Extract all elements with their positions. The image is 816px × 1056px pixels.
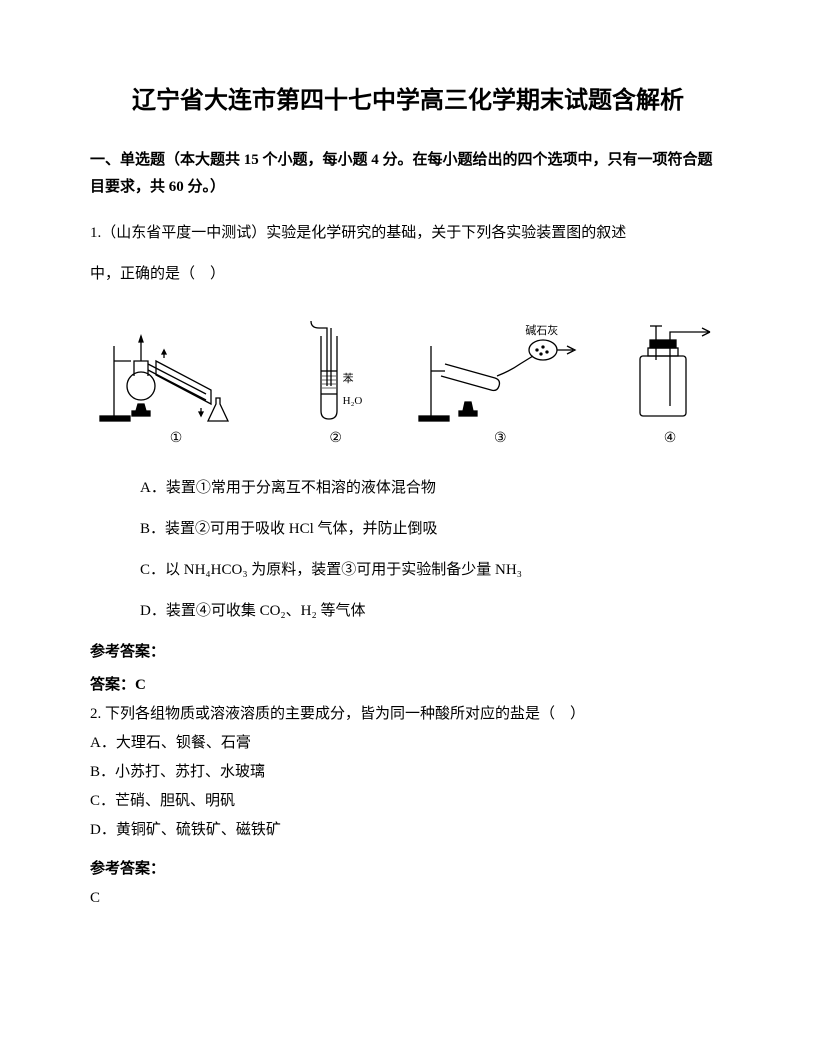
q2-option-a: A．大理石、钡餐、石膏	[90, 730, 726, 757]
q2-option-d: D．黄铜矿、硫铁矿、磁铁矿	[90, 817, 726, 844]
q2-answer: C	[90, 885, 726, 912]
q1-option-b: B．装置②可用于吸收 HCl 气体，并防止倒吸	[140, 516, 726, 543]
q1-answer-header: 参考答案：	[90, 639, 726, 666]
absorption-tube-icon	[291, 316, 381, 426]
apparatus-2-label: ②	[291, 426, 381, 451]
q2-option-c: C．芒硝、胆矾、明矾	[90, 788, 726, 815]
gas-bottle-icon	[620, 316, 720, 426]
q1-option-c: C．以 NH₄HCO₃ 为原料，装置③可用于实验制备少量 NH₃	[140, 557, 726, 584]
heating-drying-apparatus-icon	[415, 316, 585, 426]
q1-option-a: A．装置①常用于分离互不相溶的液体混合物	[140, 475, 726, 502]
apparatus-diagram-row: ① 苯 H₂O ② 碱石灰	[90, 321, 726, 451]
apparatus-4-wrap: ④	[620, 316, 720, 451]
apparatus-3-label: ③	[415, 426, 585, 451]
distillation-apparatus-icon	[96, 316, 256, 426]
section-header: 一、单选题（本大题共 15 个小题，每小题 4 分。在每小题给出的四个选项中，只…	[90, 147, 726, 201]
q1-answer: 答案：C	[90, 672, 726, 699]
q1-stem-line2: 中，正确的是（ ）	[90, 258, 726, 291]
q2-option-b: B．小苏打、苏打、水玻璃	[90, 759, 726, 786]
apparatus-4-label: ④	[620, 426, 720, 451]
sodalime-label: 碱石灰	[525, 322, 558, 342]
benzene-label: 苯	[343, 370, 354, 390]
q1-option-d: D．装置④可收集 CO₂、H₂ 等气体	[140, 598, 726, 625]
apparatus-3-wrap: 碱石灰 ③	[415, 316, 585, 451]
page-title: 辽宁省大连市第四十七中学高三化学期末试题含解析	[90, 80, 726, 123]
apparatus-2-wrap: 苯 H₂O ②	[291, 316, 381, 451]
water-label: H₂O	[343, 392, 363, 412]
q2-answer-header: 参考答案：	[90, 856, 726, 883]
apparatus-1-label: ①	[96, 426, 256, 451]
apparatus-1-wrap: ①	[96, 316, 256, 451]
q2-stem: 2. 下列各组物质或溶液溶质的主要成分，皆为同一种酸所对应的盐是（ ）	[90, 701, 726, 728]
q1-stem-line1: 1.（山东省平度一中测试）实验是化学研究的基础，关于下列各实验装置图的叙述	[90, 217, 726, 250]
